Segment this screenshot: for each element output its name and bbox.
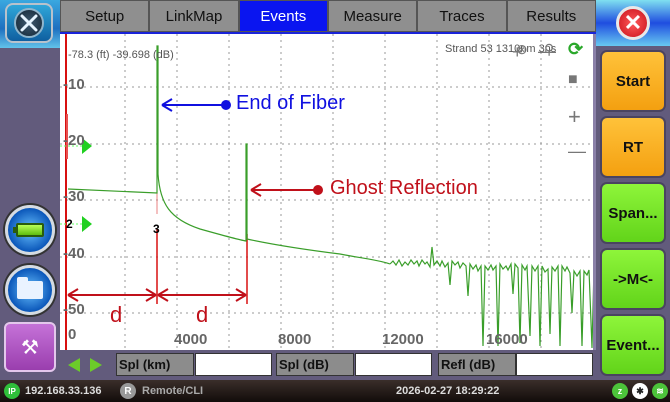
marker-b-icon[interactable]: [82, 216, 92, 232]
tab-traces[interactable]: Traces: [417, 0, 507, 32]
wifi-icon: ≋: [652, 383, 668, 399]
ip-icon: IP: [4, 383, 20, 399]
splice-db-value: [355, 353, 432, 376]
close-button[interactable]: ✕: [616, 6, 650, 40]
toolbox-button[interactable]: ⚒: [4, 322, 56, 372]
y-tick: 0: [68, 326, 77, 343]
y-tick: -10: [63, 76, 85, 93]
x-tick: 4000: [174, 331, 208, 348]
y-tick: -50: [63, 301, 85, 318]
otdr-trace-plot[interactable]: -78.3 (ft) -39.698 (dB) Strand 53 1310nm…: [60, 34, 596, 350]
tab-measure[interactable]: Measure: [327, 0, 418, 32]
lock-icon[interactable]: ■: [568, 71, 578, 88]
tab-bar: Setup LinkMap Events Measure Traces Resu…: [60, 0, 596, 34]
splice-km-label: Spl (km): [116, 353, 194, 376]
trace-info: Strand 53 1310nm 3ns: [445, 43, 557, 55]
toolbox-icon: ⚒: [21, 336, 39, 359]
x-tick: 16000: [486, 331, 528, 348]
ip-address: 192.168.33.136: [25, 385, 102, 397]
splice-km-value: [195, 353, 272, 376]
tab-setup[interactable]: Setup: [60, 0, 150, 32]
sleep-icon: z: [612, 383, 628, 399]
event-button[interactable]: Event...: [600, 314, 666, 376]
ghost-reflection-label: Ghost Reflection: [330, 177, 478, 199]
zoom-area-icon[interactable]: ⚲: [544, 41, 555, 57]
datetime: 2026-02-27 18:29:22: [396, 385, 500, 397]
ghost-reflection-arrow: [250, 183, 323, 197]
y-tick: -40: [63, 245, 85, 262]
zoom-out-y-icon[interactable]: —: [568, 141, 586, 161]
zoom-in-y-icon[interactable]: +: [568, 104, 581, 129]
battery-button[interactable]: [5, 205, 55, 255]
y-tick: -30: [63, 188, 85, 205]
y-tick: -20: [63, 132, 85, 149]
event-label[interactable]: 2: [66, 217, 73, 231]
previous-arrow-icon[interactable]: [68, 358, 80, 372]
x-tick: 12000: [382, 331, 424, 348]
distance-arrows: [67, 288, 247, 302]
close-icon: ✕: [623, 10, 643, 35]
refresh-icon[interactable]: ⟳: [568, 39, 584, 59]
right-panel: Start RT Span... ->M<- Event...: [596, 46, 670, 380]
trace-graph: [60, 34, 593, 350]
refl-db-value: [516, 353, 593, 376]
home-button[interactable]: [5, 3, 53, 43]
measurement-fields: Spl (km) Spl (dB) Refl (dB): [60, 350, 596, 380]
tab-results[interactable]: Results: [506, 0, 596, 32]
remote-icon: R: [120, 383, 136, 399]
folder-icon: [17, 277, 43, 299]
left-sidebar: ⚒: [0, 0, 60, 380]
next-arrow-icon[interactable]: [90, 358, 102, 372]
event-label[interactable]: 3: [153, 222, 160, 236]
distance-label: d: [196, 302, 209, 327]
splice-db-label: Spl (dB): [276, 353, 354, 376]
remote-status: Remote/CLI: [142, 385, 204, 397]
trace-line: [67, 45, 593, 349]
cursor-readout: -78.3 (ft) -39.698 (dB): [68, 49, 174, 61]
span-button[interactable]: Span...: [600, 182, 666, 244]
file-button[interactable]: [5, 265, 55, 315]
zoom-reset-icon[interactable]: ⊗: [516, 41, 528, 57]
tools-icon: [14, 8, 44, 38]
tab-linkmap[interactable]: LinkMap: [149, 0, 239, 32]
rt-button[interactable]: RT: [600, 116, 666, 178]
status-bar: IP 192.168.33.136 R Remote/CLI 2026-02-2…: [0, 380, 670, 402]
tab-events[interactable]: Events: [238, 0, 328, 32]
start-button[interactable]: Start: [600, 50, 666, 112]
marker-a-icon[interactable]: [82, 138, 92, 154]
grid: [60, 34, 593, 350]
end-of-fiber-label: End of Fiber: [236, 92, 345, 114]
bluetooth-icon: ✱: [632, 383, 648, 399]
x-tick: 8000: [278, 331, 312, 348]
end-of-fiber-arrow: [161, 98, 231, 112]
battery-icon: [13, 223, 44, 237]
distance-label: d: [110, 302, 123, 327]
close-area: ✕: [596, 0, 670, 46]
refl-db-label: Refl (dB): [438, 353, 516, 376]
zoom-out-x-icon[interactable]: —: [538, 41, 556, 61]
marker-center-button[interactable]: ->M<-: [600, 248, 666, 310]
zoom-in-x-icon[interactable]: +: [512, 42, 523, 62]
